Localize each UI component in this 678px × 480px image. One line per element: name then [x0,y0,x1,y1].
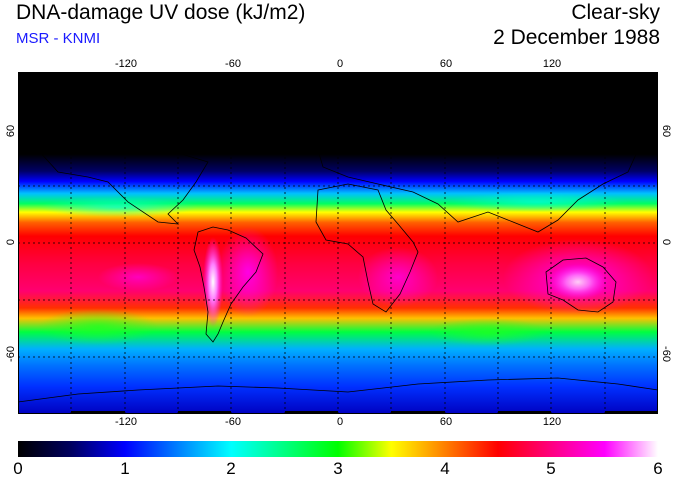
graticule [18,72,658,414]
australia-peak [548,264,608,300]
africa-high [358,247,438,307]
longitude-tick-top: 60 [439,58,453,70]
latitude-tick-right: 0 [660,238,672,246]
antarctica-coast [18,377,658,403]
andes-peak [203,237,223,327]
colorbar-label: 1 [120,459,130,478]
pacific-green-band [38,309,158,345]
uv-dose-map [18,72,658,414]
north-pacific-band [38,197,198,217]
south-america-coast [193,226,264,343]
colorbar-gradient [18,441,658,457]
colorbar-label: 0 [13,459,23,478]
eurasia-coast [317,137,639,233]
source-label: MSR - KNMI [16,30,101,47]
longitude-tick-bottom: 0 [336,416,344,428]
indian-green-band [428,318,548,346]
latitude-tick-left: 60 [5,124,17,138]
africa-coast [315,183,419,313]
sky-condition-label: Clear-sky [571,1,660,24]
colorbar-label: 3 [333,459,343,478]
colorbar [18,441,658,457]
south-america-high [218,227,278,317]
colorbar-label: 6 [653,459,663,478]
longitude-tick-top: -60 [225,58,241,70]
longitude-tick-bottom: -60 [225,416,241,428]
north-asia-band [448,192,628,212]
longitude-tick-bottom: -120 [114,416,138,428]
north-america-coast [37,143,209,225]
map-border [18,72,658,414]
latitude-tick-right: -60 [660,346,672,362]
longitude-tick-top: 120 [542,58,562,70]
australia-coast [545,257,617,313]
longitude-tick-bottom: 120 [542,416,562,428]
latitude-tick-left: -60 [5,346,17,362]
longitude-tick-top: -120 [114,58,138,70]
frame-border-ticks [71,72,658,414]
latitude-tick-left: 0 [5,238,17,246]
latitude-tick-right: 60 [660,124,672,138]
pacific-high [98,263,178,291]
colorbar-label: 2 [226,459,236,478]
longitude-tick-top: 0 [336,58,344,70]
longitude-tick-bottom: 60 [439,416,453,428]
coastlines [18,137,658,403]
date-label: 2 December 1988 [493,26,660,49]
map-title: DNA-damage UV dose (kJ/m2) [16,1,306,24]
colorbar-label: 4 [440,459,450,478]
colorbar-label: 5 [546,459,556,478]
